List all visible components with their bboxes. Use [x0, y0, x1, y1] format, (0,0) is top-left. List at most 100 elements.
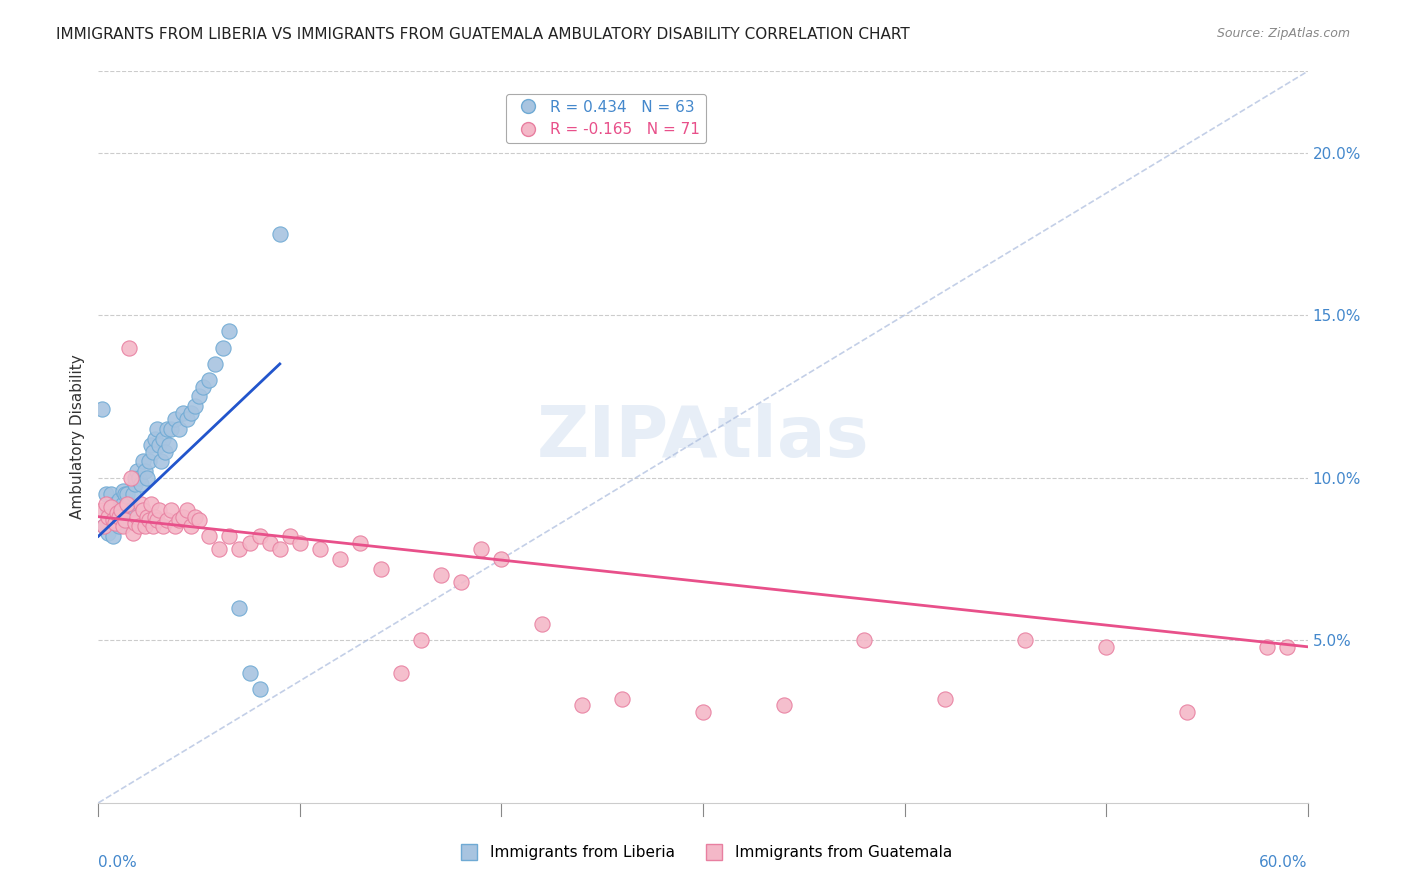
Point: [157, 438, 180, 452]
Point: [188, 389, 211, 403]
Point: [138, 454, 160, 468]
Point: [93, 519, 115, 533]
Point: [129, 477, 152, 491]
Point: [100, 487, 122, 501]
Point: [91, 402, 114, 417]
Point: [111, 519, 134, 533]
Point: [167, 513, 190, 527]
Text: Source: ZipAtlas.com: Source: ZipAtlas.com: [1216, 27, 1350, 40]
Legend: Immigrants from Liberia, Immigrants from Guatemala: Immigrants from Liberia, Immigrants from…: [447, 839, 959, 866]
Point: [118, 341, 141, 355]
Point: [115, 497, 138, 511]
Text: 60.0%: 60.0%: [1260, 855, 1308, 870]
Point: [1277, 640, 1299, 654]
Point: [148, 503, 170, 517]
Point: [692, 705, 714, 719]
Point: [349, 535, 371, 549]
Point: [120, 503, 142, 517]
Point: [96, 497, 118, 511]
Point: [278, 529, 301, 543]
Point: [156, 513, 179, 527]
Point: [139, 438, 162, 452]
Point: [125, 509, 148, 524]
Point: [134, 519, 156, 533]
Point: [110, 503, 132, 517]
Point: [111, 497, 134, 511]
Point: [135, 471, 157, 485]
Point: [129, 497, 152, 511]
Point: [1014, 633, 1036, 648]
Y-axis label: Ambulatory Disability: Ambulatory Disability: [69, 355, 84, 519]
Text: 0.0%: 0.0%: [98, 855, 138, 870]
Point: [107, 509, 129, 524]
Point: [128, 519, 150, 533]
Point: [571, 698, 593, 713]
Point: [188, 513, 211, 527]
Point: [146, 513, 169, 527]
Point: [143, 432, 166, 446]
Point: [329, 552, 352, 566]
Point: [114, 487, 136, 501]
Point: [176, 503, 198, 517]
Point: [115, 487, 138, 501]
Point: [269, 227, 291, 241]
Point: [228, 542, 250, 557]
Point: [124, 516, 146, 531]
Point: [97, 509, 120, 524]
Point: [143, 509, 166, 524]
Point: [146, 422, 169, 436]
Point: [118, 497, 141, 511]
Point: [249, 529, 271, 543]
Point: [97, 526, 120, 541]
Point: [153, 444, 176, 458]
Point: [269, 542, 291, 557]
Point: [204, 357, 226, 371]
Point: [198, 373, 221, 387]
Point: [114, 500, 136, 514]
Point: [105, 509, 128, 524]
Point: [172, 406, 194, 420]
Point: [208, 542, 231, 557]
Point: [138, 513, 160, 527]
Point: [135, 509, 157, 524]
Point: [111, 483, 134, 498]
Point: [470, 542, 492, 557]
Point: [142, 444, 165, 458]
Point: [124, 477, 146, 491]
Point: [193, 380, 215, 394]
Point: [218, 529, 240, 543]
Point: [198, 529, 221, 543]
Point: [612, 691, 634, 706]
Point: [142, 519, 165, 533]
Point: [184, 399, 207, 413]
Legend: R = 0.434   N = 63, R = -0.165   N = 71: R = 0.434 N = 63, R = -0.165 N = 71: [506, 94, 706, 144]
Point: [167, 422, 190, 436]
Point: [128, 471, 150, 485]
Point: [105, 507, 128, 521]
Point: [125, 464, 148, 478]
Point: [1175, 705, 1198, 719]
Point: [1256, 640, 1278, 654]
Point: [120, 471, 142, 485]
Point: [239, 535, 262, 549]
Point: [148, 438, 170, 452]
Point: [121, 487, 143, 501]
Point: [239, 665, 262, 680]
Point: [114, 513, 136, 527]
Point: [180, 519, 202, 533]
Text: IMMIGRANTS FROM LIBERIA VS IMMIGRANTS FROM GUATEMALA AMBULATORY DISABILITY CORRE: IMMIGRANTS FROM LIBERIA VS IMMIGRANTS FR…: [56, 27, 910, 42]
Point: [228, 600, 250, 615]
Point: [132, 503, 155, 517]
Point: [103, 497, 125, 511]
Point: [180, 406, 202, 420]
Point: [97, 503, 120, 517]
Point: [107, 493, 129, 508]
Point: [100, 500, 122, 514]
Point: [107, 519, 129, 533]
Point: [110, 513, 132, 527]
Point: [101, 500, 124, 514]
Point: [139, 497, 162, 511]
Point: [430, 568, 453, 582]
Text: ZIPAtlas: ZIPAtlas: [537, 402, 869, 472]
Point: [156, 422, 179, 436]
